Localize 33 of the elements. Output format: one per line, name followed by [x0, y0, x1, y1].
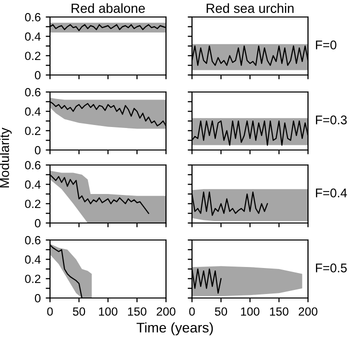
x-tick-label: 150 — [270, 307, 288, 316]
y-tick-label: 0 — [34, 219, 41, 228]
y-tick-label: 0.6 — [25, 236, 40, 244]
x-tick-label: 0 — [47, 307, 53, 316]
x-tick-label: 200 — [298, 307, 318, 316]
y-tick-label: 0 — [34, 294, 41, 302]
x-tick-label: 150 — [128, 307, 146, 316]
y-tick-label: 0.4 — [25, 32, 41, 41]
chart-title: Red sea urchin — [206, 3, 294, 13]
x-axis-title: Time (years) — [136, 322, 213, 336]
text: F=0.5 — [316, 264, 347, 272]
y-tick-label: 0.2 — [25, 52, 40, 60]
x-tick-label: 50 — [72, 307, 86, 316]
y-tick-label: 0.2 — [25, 200, 40, 208]
y-tick-label: 0.2 — [25, 274, 40, 284]
y-tick-label: 0.6 — [25, 161, 40, 170]
x-tick-label: 200 — [156, 307, 176, 316]
y-tick-label: 0.4 — [25, 255, 41, 264]
y-tick-label: 0.6 — [25, 88, 40, 96]
y-tick-label: 0.4 — [25, 180, 41, 189]
y-tick-label: 0.6 — [25, 13, 40, 22]
text: F=0 — [316, 40, 336, 50]
y-tick-label: 0 — [34, 146, 41, 154]
x-tick-label: 50 — [214, 307, 228, 316]
x-tick-label: 0 — [189, 307, 195, 316]
y-tick-label: 0 — [34, 71, 41, 80]
x-tick-label: 100 — [99, 307, 118, 316]
y-tick-label: 0.2 — [25, 126, 40, 136]
text: F=0.4 — [316, 188, 347, 198]
text: F=0.3 — [316, 116, 347, 124]
y-tick-label: 0.4 — [25, 107, 41, 116]
x-tick-label: 100 — [241, 307, 260, 316]
chart-title: Red abalone — [72, 3, 145, 13]
